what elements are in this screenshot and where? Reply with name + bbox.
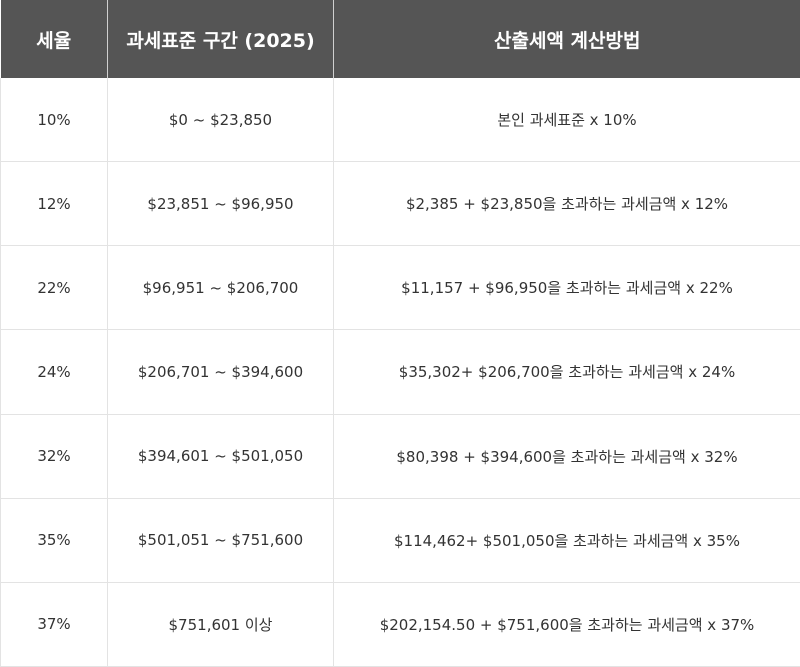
cell-tax-rate: 10%	[0, 78, 108, 163]
table-body: 10% $0 ~ $23,850 본인 과세표준 x 10% 12% $23,8…	[0, 78, 800, 667]
table-row: 12% $23,851 ~ $96,950 $2,385 + $23,850을 …	[0, 161, 800, 247]
cell-tax-rate: 35%	[0, 498, 108, 583]
cell-tax-rate: 37%	[0, 582, 108, 667]
cell-calculation-method: $80,398 + $394,600을 초과하는 과세금액 x 32%	[333, 414, 800, 499]
cell-tax-base-range: $23,851 ~ $96,950	[107, 161, 334, 247]
table-row: 10% $0 ~ $23,850 본인 과세표준 x 10%	[0, 78, 800, 163]
cell-tax-base-range: $394,601 ~ $501,050	[107, 414, 334, 499]
cell-tax-rate: 24%	[0, 329, 108, 415]
cell-tax-base-range: $96,951 ~ $206,700	[107, 245, 334, 331]
cell-tax-base-range: $0 ~ $23,850	[107, 78, 334, 163]
table-row: 22% $96,951 ~ $206,700 $11,157 + $96,950…	[0, 245, 800, 331]
cell-calculation-method: $114,462+ $501,050을 초과하는 과세금액 x 35%	[333, 498, 800, 583]
header-tax-base-range: 과세표준 구간 (2025)	[107, 0, 334, 78]
cell-calculation-method: $202,154.50 + $751,600을 초과하는 과세금액 x 37%	[333, 582, 800, 667]
cell-calculation-method: $11,157 + $96,950을 초과하는 과세금액 x 22%	[333, 245, 800, 331]
table-header: 세율 과세표준 구간 (2025) 산출세액 계산방법	[0, 0, 800, 78]
header-row: 세율 과세표준 구간 (2025) 산출세액 계산방법	[0, 0, 800, 78]
cell-calculation-method: $35,302+ $206,700을 초과하는 과세금액 x 24%	[333, 329, 800, 415]
cell-tax-rate: 12%	[0, 161, 108, 247]
cell-tax-base-range: $206,701 ~ $394,600	[107, 329, 334, 415]
cell-tax-rate: 32%	[0, 414, 108, 499]
table-row: 32% $394,601 ~ $501,050 $80,398 + $394,6…	[0, 414, 800, 499]
cell-tax-rate: 22%	[0, 245, 108, 331]
cell-tax-base-range: $501,051 ~ $751,600	[107, 498, 334, 583]
cell-calculation-method: $2,385 + $23,850을 초과하는 과세금액 x 12%	[333, 161, 800, 247]
cell-tax-base-range: $751,601 이상	[107, 582, 334, 667]
header-calculation-method: 산출세액 계산방법	[333, 0, 800, 78]
table-row: 37% $751,601 이상 $202,154.50 + $751,600을 …	[0, 582, 800, 667]
table-row: 24% $206,701 ~ $394,600 $35,302+ $206,70…	[0, 329, 800, 415]
cell-calculation-method: 본인 과세표준 x 10%	[333, 78, 800, 163]
table-row: 35% $501,051 ~ $751,600 $114,462+ $501,0…	[0, 498, 800, 583]
header-tax-rate: 세율	[0, 0, 108, 78]
